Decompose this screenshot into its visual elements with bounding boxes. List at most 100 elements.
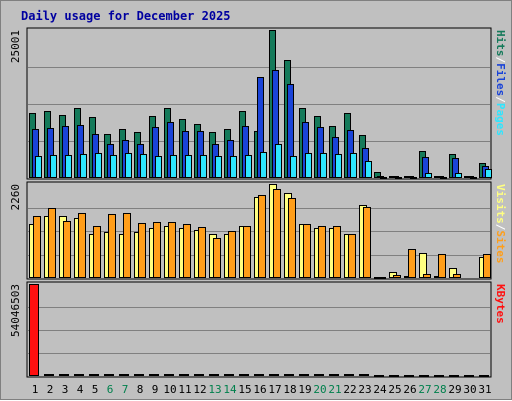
bar-kbytes-day-17 xyxy=(269,374,279,376)
legend-kbytes: KBytes xyxy=(494,284,507,324)
bar-sites-day-2 xyxy=(48,208,56,278)
bar-sites-day-28 xyxy=(438,254,446,278)
bar-pages-day-19 xyxy=(305,153,312,178)
bar-pages-day-7 xyxy=(125,153,132,178)
bar-sites-day-21 xyxy=(333,226,341,278)
bar-kbytes-day-25 xyxy=(389,375,399,377)
bar-sites-day-15 xyxy=(243,226,251,278)
x-label-day-2: 2 xyxy=(47,383,54,396)
bar-kbytes-day-1 xyxy=(29,284,39,376)
bar-pages-day-5 xyxy=(95,153,102,178)
bar-pages-day-8 xyxy=(140,154,147,178)
bar-sites-day-4 xyxy=(78,213,86,278)
bar-sites-day-6 xyxy=(108,214,116,278)
bar-sites-day-1 xyxy=(33,216,41,278)
bar-kbytes-day-15 xyxy=(239,374,249,376)
bar-pages-day-26 xyxy=(410,177,417,179)
bar-pages-day-29 xyxy=(455,173,462,178)
x-label-day-22: 22 xyxy=(343,383,356,396)
bar-kbytes-day-7 xyxy=(119,374,129,376)
legend-separator: / xyxy=(494,224,507,231)
x-label-day-17: 17 xyxy=(268,383,281,396)
x-label-day-7: 7 xyxy=(122,383,129,396)
bar-visits-day-27 xyxy=(419,253,427,278)
bar-kbytes-day-28 xyxy=(434,375,444,377)
bar-kbytes-day-6 xyxy=(104,374,114,376)
bar-pages-day-3 xyxy=(65,155,72,178)
x-label-day-13: 13 xyxy=(208,383,221,396)
bar-pages-day-15 xyxy=(245,155,252,178)
bar-kbytes-day-26 xyxy=(404,375,414,377)
bar-pages-day-25 xyxy=(395,177,402,179)
x-label-day-10: 10 xyxy=(163,383,176,396)
bar-pages-day-14 xyxy=(230,156,237,178)
x-label-day-19: 19 xyxy=(298,383,311,396)
bar-kbytes-day-12 xyxy=(194,374,204,376)
x-label-day-6: 6 xyxy=(107,383,114,396)
legend-separator: / xyxy=(494,57,507,64)
bar-kbytes-day-9 xyxy=(149,374,159,376)
bar-sites-day-29 xyxy=(453,274,461,278)
bar-pages-day-6 xyxy=(110,155,117,178)
x-label-day-20: 20 xyxy=(313,383,326,396)
x-label-day-15: 15 xyxy=(238,383,251,396)
bar-kbytes-day-4 xyxy=(74,374,84,376)
bar-sites-day-22 xyxy=(348,234,356,278)
bar-kbytes-day-16 xyxy=(254,374,264,376)
x-label-day-5: 5 xyxy=(92,383,99,396)
bar-sites-day-27 xyxy=(423,274,431,278)
bar-kbytes-day-19 xyxy=(299,374,309,376)
x-label-day-27: 27 xyxy=(418,383,431,396)
panel-hits_files_pages: 25001 Hits/Files/Pages xyxy=(9,27,507,180)
bar-sites-day-19 xyxy=(303,224,311,278)
bar-sites-day-16 xyxy=(258,195,266,278)
bar-pages-day-1 xyxy=(35,156,42,178)
y-max-label: 25001 xyxy=(9,30,22,63)
bar-sites-day-18 xyxy=(288,198,296,278)
bar-sites-day-13 xyxy=(213,238,221,278)
bar-pages-day-24 xyxy=(380,177,387,179)
bar-kbytes-day-5 xyxy=(89,374,99,376)
bar-kbytes-day-21 xyxy=(329,374,339,376)
legend-pages: Pages xyxy=(494,103,507,136)
x-label-day-31: 31 xyxy=(478,383,491,396)
bar-sites-day-26 xyxy=(408,249,416,278)
bar-sites-day-14 xyxy=(228,231,236,278)
bar-pages-day-17 xyxy=(275,144,282,178)
x-label-day-9: 9 xyxy=(152,383,159,396)
x-label-day-24: 24 xyxy=(373,383,387,396)
bar-pages-day-10 xyxy=(170,155,177,178)
bar-pages-day-16 xyxy=(260,152,267,178)
bar-sites-day-11 xyxy=(183,224,191,278)
bar-kbytes-day-23 xyxy=(359,374,369,376)
legend-kbytes: KBytes xyxy=(494,284,507,324)
x-label-day-28: 28 xyxy=(433,383,446,396)
legend-visits: Visits xyxy=(494,184,507,224)
bar-sites-day-23 xyxy=(363,207,371,278)
bar-kbytes-day-30 xyxy=(464,375,474,377)
panel-kbytes: 54046503 KBytes xyxy=(9,281,507,378)
bar-pages-day-28 xyxy=(440,177,447,179)
bar-kbytes-day-31 xyxy=(479,375,489,377)
x-label-day-26: 26 xyxy=(403,383,416,396)
bar-kbytes-day-24 xyxy=(374,375,384,377)
x-label-day-14: 14 xyxy=(223,383,237,396)
bar-sites-day-10 xyxy=(168,222,176,278)
x-label-day-18: 18 xyxy=(283,383,296,396)
bar-pages-day-4 xyxy=(80,154,87,178)
legend-visits_sites: Visits/Sites xyxy=(494,184,507,264)
bar-kbytes-day-18 xyxy=(284,374,294,376)
bar-pages-day-31 xyxy=(485,169,492,178)
bar-pages-day-20 xyxy=(320,153,327,178)
x-label-day-25: 25 xyxy=(388,383,401,396)
legend-sites: Sites xyxy=(494,230,507,263)
x-label-day-16: 16 xyxy=(253,383,266,396)
x-label-day-23: 23 xyxy=(358,383,371,396)
bar-sites-day-25 xyxy=(393,275,401,278)
bar-pages-day-27 xyxy=(425,173,432,178)
bar-pages-day-12 xyxy=(200,155,207,178)
bar-kbytes-day-2 xyxy=(44,374,54,376)
bar-pages-day-13 xyxy=(215,156,222,178)
